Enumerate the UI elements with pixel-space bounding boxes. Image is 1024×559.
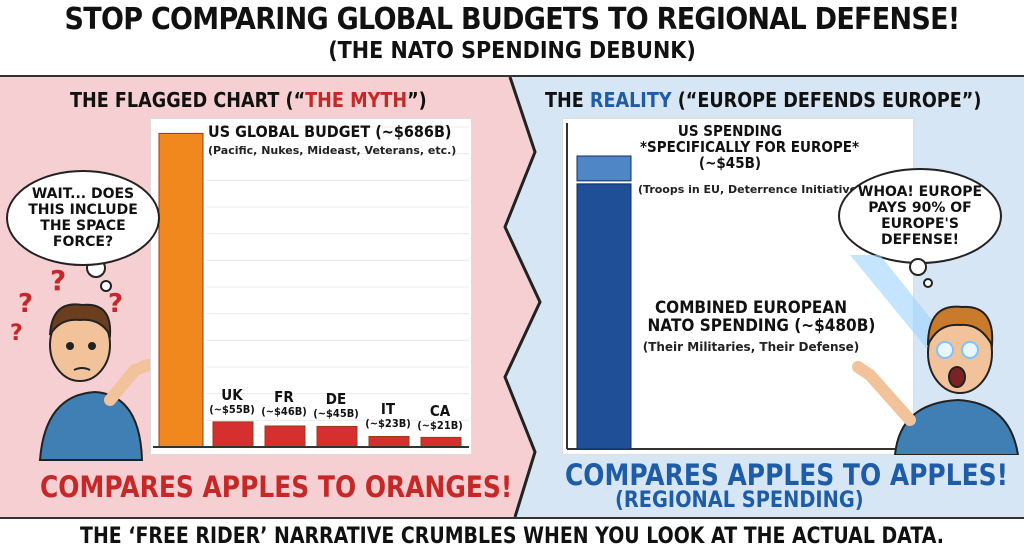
left-caption: COMPARES APPLES TO ORANGES! [40,470,513,504]
right-title-prefix: THE [545,88,590,112]
left-title-prefix: THE FLAGGED CHART (“ [70,88,306,112]
left-bubble-text: WAIT... DOES THIS INCLUDE THE SPACE FORC… [28,185,138,251]
right-bar-chart [566,123,909,450]
de-label-title: DE [325,390,347,408]
us-global-label-detail: (Pacific, Nukes, Mideast, Veterans, etc.… [208,143,457,157]
it-label: IT (~$23B) [360,400,416,430]
bar-ca [420,436,462,448]
right-bubble-text: WHOA! EUROPE PAYS 90% OF EUROPE'S DEFENS… [857,183,983,249]
question-mark-2: ? [50,264,66,297]
surprised-character-illustration [850,255,1020,455]
question-mark-4: ? [10,321,23,346]
thought-dot-4 [923,278,933,288]
ca-label-value: (~$21B) [417,418,463,432]
us-global-label: US GLOBAL BUDGET (~$686B) (Pacific, Nuke… [208,122,479,157]
us-europe-label-line2: *SPECIFICALLY FOR EUROPE* [640,137,860,156]
bar-fr [264,425,306,448]
us-europe-label-detail: (Troops in EU, Deterrence Initiative) [638,183,863,196]
panel-divider [503,77,542,517]
header-divider [0,75,1024,77]
person-hair [927,305,994,349]
fr-label-title: FR [274,388,294,406]
fr-label-value: (~$46B) [261,404,307,418]
page-subtitle: (THE NATO SPENDING DEBUNK) [328,38,696,64]
europe-label-line2: NATO SPENDING (~$480B) [647,315,876,336]
left-title-suffix: ”) [407,88,427,112]
bar-us [158,132,204,448]
left-title-highlight: THE MYTH [305,88,408,112]
uk-label-title: UK [221,386,243,404]
right-chart-area [562,118,914,455]
right-thought-bubble: WHOA! EUROPE PAYS 90% OF EUROPE'S DEFENS… [838,168,1002,264]
person-hair [49,303,112,339]
right-title-suffix: (“EUROPE DEFENDS EUROPE”) [671,88,982,112]
europe-label-line1: COMBINED EUROPEAN [654,298,848,318]
bar-it [368,435,410,448]
right-caption-sub: (REGIONAL SPENDING) [615,488,864,513]
us-global-label-title: US GLOBAL BUDGET (~$686B) [208,122,452,141]
uk-label-value: (~$55B) [209,402,255,416]
bar-de [316,425,358,448]
footer-divider [0,517,1024,519]
page-title: STOP COMPARING GLOBAL BUDGETS TO REGIONA… [64,2,961,37]
pointing-arm [852,361,916,426]
confused-character-illustration: ? ? ? ? [10,258,150,461]
ca-label-title: CA [429,402,451,420]
us-europe-label: US SPENDING *SPECIFICALLY FOR EUROPE* (~… [630,122,860,172]
europe-label: COMBINED EUROPEAN NATO SPENDING (~$480B)… [636,298,876,354]
left-bar-chart [153,126,469,448]
it-label-value: (~$23B) [365,416,411,430]
us-europe-label-line3: (~$45B) [698,153,762,172]
ca-label: CA (~$21B) [412,402,468,432]
thought-dot-2 [100,280,112,292]
left-thought-bubble: WAIT... DOES THIS INCLUDE THE SPACE FORC… [6,170,160,266]
thought-dot-3 [909,258,927,276]
europe-label-detail: (Their Militaries, Their Defense) [642,339,860,354]
question-mark-1: ? [18,289,33,319]
fr-label: FR (~$46B) [255,388,313,418]
person-body [38,390,144,461]
de-label-value: (~$45B) [313,406,359,420]
vision-beam [850,255,948,355]
left-panel-title: THE FLAGGED CHART (“THE MYTH”) [70,88,427,112]
bar-us-for-europe [576,155,632,182]
uk-label: UK (~$55B) [203,386,261,416]
it-label-title: IT [380,400,396,418]
us-europe-label-line1: US SPENDING [677,122,783,140]
footer-text: THE ‘FREE RIDER’ NARRATIVE CRUMBLES WHEN… [80,524,944,549]
pointing-arm [104,359,150,406]
bar-european-nato [576,183,632,450]
left-chart-area [150,118,472,455]
de-label: DE (~$45B) [307,390,365,420]
question-mark-3: ? [108,289,123,319]
bar-uk [212,421,254,448]
right-caption: COMPARES APPLES TO APPLES! [565,458,1008,492]
person-body [893,398,1020,455]
right-panel-title: THE REALITY (“EUROPE DEFENDS EUROPE”) [545,88,981,112]
right-title-highlight: REALITY [589,88,672,112]
